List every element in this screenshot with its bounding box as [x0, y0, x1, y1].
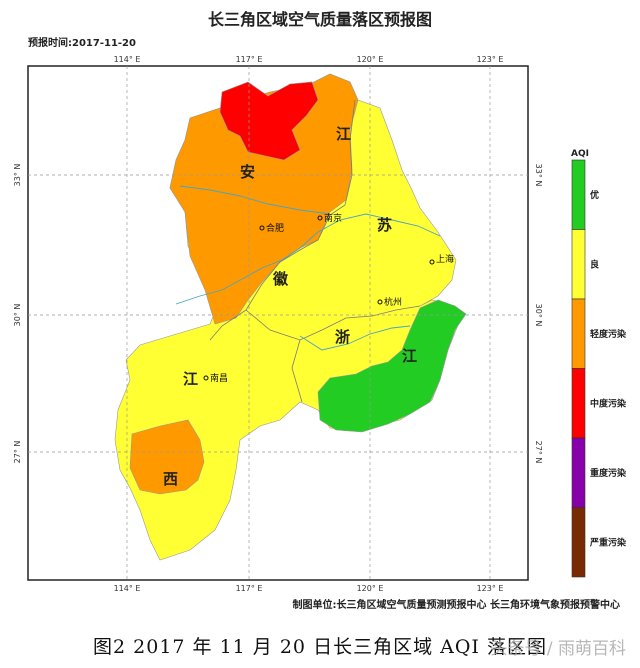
legend-label: 优 [590, 189, 599, 201]
city-dot-icon [377, 299, 383, 305]
lon-tick-bottom: 120° E [357, 584, 384, 593]
province-label: 苏 [377, 216, 392, 234]
lat-tick-left: 30° N [13, 304, 22, 327]
legend-label: 重度污染 [590, 467, 627, 479]
city-dot-icon [203, 375, 209, 381]
legend-label: 中度污染 [590, 397, 627, 409]
region-excellent [317, 299, 467, 433]
legend-swatch [571, 229, 586, 300]
lat-tick-right: 33° N [534, 164, 543, 187]
legend-label: 良 [590, 258, 599, 270]
producer-credit: 制图单位:长三角区域空气质量预测预报中心 长三角环境气象预报预警中心 [292, 600, 620, 611]
watermark: 头条号 / 雨萌百科 [490, 639, 626, 659]
legend-swatch [571, 368, 586, 439]
lat-tick-right: 27° N [534, 441, 543, 464]
forecast-time: 预报时间:2017-11-20 [28, 38, 136, 49]
lat-tick-left: 33° N [13, 164, 22, 187]
figure-caption: 图2 2017 年 11 月 20 日长三角区域 AQI 落区图 [93, 636, 547, 658]
lat-tick-right: 30° N [534, 304, 543, 327]
city-label: 合肥 [266, 222, 284, 234]
province-label: 江 [183, 370, 198, 388]
rivers [175, 185, 441, 351]
city-dot-icon [429, 259, 435, 265]
province-label: 浙 [335, 328, 350, 346]
city-label: 上海 [436, 253, 454, 265]
city-label: 南京 [324, 212, 342, 224]
lat-ticks-right: 33° N 30° N 27° N [534, 164, 543, 464]
legend-label: 严重污染 [589, 536, 627, 548]
lon-tick-bottom: 114° E [114, 584, 141, 593]
lon-ticks-bottom: 114° E 117° E 120° E 123° E [114, 584, 504, 593]
lon-ticks-top: 114° E 117° E 120° E 123° E [114, 55, 504, 64]
lat-tick-left: 27° N [13, 441, 22, 464]
city-label: 杭州 [384, 296, 402, 308]
province-label: 西 [163, 470, 178, 488]
legend-swatch [571, 159, 586, 230]
city-nanchang: 南昌 [203, 372, 228, 384]
province-label: 安 [240, 163, 255, 181]
city-hefei: 合肥 [259, 222, 284, 234]
region-light-pollution-south [129, 419, 205, 495]
lat-ticks-left: 33° N 30° N 27° N [13, 164, 22, 464]
legend-title: AQI [571, 149, 589, 159]
city-hangzhou: 杭州 [377, 296, 402, 308]
lon-tick-top: 120° E [357, 55, 384, 64]
lon-tick-bottom: 117° E [236, 584, 263, 593]
legend-swatch [571, 298, 586, 369]
map-title: 长三角区域空气质量落区预报图 [207, 10, 432, 29]
lon-tick-top: 117° E [236, 55, 263, 64]
province-label: 江 [402, 347, 417, 365]
lon-tick-top: 123° E [477, 55, 504, 64]
legend-label: 轻度污染 [590, 328, 627, 340]
lon-tick-bottom: 123° E [477, 584, 504, 593]
province-label: 江 [336, 125, 351, 143]
province-label: 徽 [272, 270, 289, 288]
city-shanghai: 上海 [429, 253, 454, 265]
legend-swatch [571, 507, 586, 578]
graticule [28, 66, 528, 580]
city-dot-icon [317, 215, 323, 221]
city-nanjing: 南京 [317, 212, 342, 224]
lon-tick-top: 114° E [114, 55, 141, 64]
city-dot-icon [259, 225, 265, 231]
region-moderate-pollution [219, 81, 319, 161]
legend-swatch [571, 437, 586, 508]
city-label: 南昌 [210, 372, 228, 384]
